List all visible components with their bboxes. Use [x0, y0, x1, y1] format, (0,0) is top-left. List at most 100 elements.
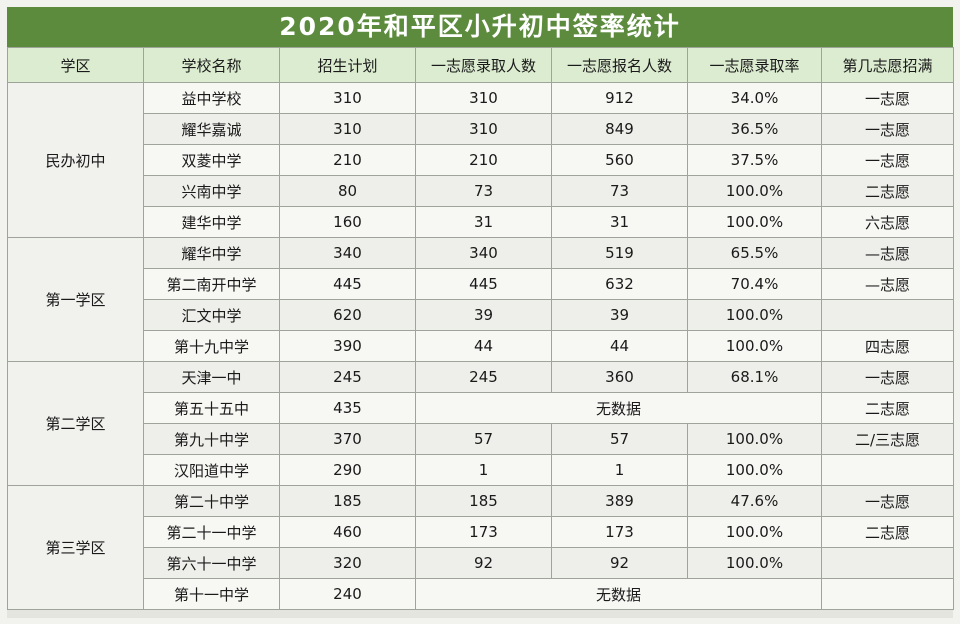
- header-filled-at-choice: 第几志愿招满: [821, 47, 954, 83]
- filled-at-choice-cell: 一志愿: [821, 361, 954, 393]
- admitted-count-cell: 210: [415, 144, 552, 176]
- enrollment-plan-cell: 620: [279, 299, 416, 331]
- enrollment-plan-cell: 160: [279, 206, 416, 238]
- admission-rate-cell: 37.5%: [687, 144, 822, 176]
- admission-rate-cell: 34.0%: [687, 82, 822, 114]
- school-name-cell: 天津一中: [143, 361, 280, 393]
- table-row: 第二南开中学 445 445 632 70.4% —志愿: [8, 268, 954, 300]
- admitted-count-cell: 185: [415, 485, 552, 517]
- school-name-cell: 兴南中学: [143, 175, 280, 207]
- admitted-count-cell: 57: [415, 423, 552, 455]
- applied-count-cell: 57: [551, 423, 688, 455]
- enrollment-plan-cell: 445: [279, 268, 416, 300]
- school-name-cell: 汇文中学: [143, 299, 280, 331]
- filled-at-choice-cell: 一志愿: [821, 485, 954, 517]
- filled-at-choice-cell: —志愿: [821, 268, 954, 300]
- table-row: 耀华嘉诚 310 310 849 36.5% 一志愿: [8, 113, 954, 145]
- admitted-count-cell: 310: [415, 113, 552, 145]
- school-name-cell: 第九十中学: [143, 423, 280, 455]
- admission-rate-cell: 65.5%: [687, 237, 822, 269]
- district-cell: 第一学区: [7, 237, 144, 362]
- school-name-cell: 第十九中学: [143, 330, 280, 362]
- admitted-count-cell: 39: [415, 299, 552, 331]
- admission-rate-cell: 100.0%: [687, 423, 822, 455]
- filled-at-choice-cell: 四志愿: [821, 330, 954, 362]
- enrollment-plan-cell: 290: [279, 454, 416, 486]
- admitted-count-cell: 173: [415, 516, 552, 548]
- applied-count-cell: 912: [551, 82, 688, 114]
- applied-count-cell: 31: [551, 206, 688, 238]
- school-name-cell: 双菱中学: [143, 144, 280, 176]
- filled-at-choice-cell: [821, 578, 954, 610]
- filled-at-choice-cell: 一志愿: [821, 144, 954, 176]
- admitted-count-cell: 445: [415, 268, 552, 300]
- filled-at-choice-cell: [821, 299, 954, 331]
- filled-at-choice-cell: [821, 547, 954, 579]
- district-cell: 第三学区: [7, 485, 144, 610]
- table-row: 第六十一中学 320 92 92 100.0%: [8, 547, 954, 579]
- header-school-name: 学校名称: [143, 47, 280, 83]
- enrollment-plan-cell: 240: [279, 578, 416, 610]
- admitted-count-cell: 44: [415, 330, 552, 362]
- table-row: 双菱中学 210 210 560 37.5% 一志愿: [8, 144, 954, 176]
- applied-count-cell: 92: [551, 547, 688, 579]
- applied-count-cell: 39: [551, 299, 688, 331]
- admitted-count-cell: 310: [415, 82, 552, 114]
- filled-at-choice-cell: 二志愿: [821, 516, 954, 548]
- school-name-cell: 第二十中学: [143, 485, 280, 517]
- table-row: 汇文中学 620 39 39 100.0%: [8, 299, 954, 331]
- district-cell: 民办初中: [7, 82, 144, 238]
- admission-rate-cell: 70.4%: [687, 268, 822, 300]
- header-row: 学区 学校名称 招生计划 一志愿录取人数 一志愿报名人数 一志愿录取率 第几志愿…: [7, 47, 954, 83]
- header-first-choice-rate: 一志愿录取率: [687, 47, 822, 83]
- table-row: 兴南中学 80 73 73 100.0% 二志愿: [8, 175, 954, 207]
- enrollment-plan-cell: 370: [279, 423, 416, 455]
- admitted-count-cell: 1: [415, 454, 552, 486]
- enrollment-plan-cell: 185: [279, 485, 416, 517]
- filled-at-choice-cell: 二志愿: [821, 175, 954, 207]
- school-name-cell: 耀华嘉诚: [143, 113, 280, 145]
- admission-rate-cell: 68.1%: [687, 361, 822, 393]
- table-row: 建华中学 160 31 31 100.0% 六志愿: [8, 206, 954, 238]
- table-row: 汉阳道中学 290 1 1 100.0%: [8, 454, 954, 486]
- table-row: 第三学区 第二十中学 185 185 389 47.6% 一志愿: [7, 485, 954, 610]
- admission-rate-cell: 100.0%: [687, 516, 822, 548]
- filled-at-choice-cell: 二/三志愿: [821, 423, 954, 455]
- admission-rate-cell: 36.5%: [687, 113, 822, 145]
- applied-count-cell: 849: [551, 113, 688, 145]
- school-name-cell: 第五十五中: [143, 392, 280, 424]
- school-name-cell: 汉阳道中学: [143, 454, 280, 486]
- school-name-cell: 耀华中学: [143, 237, 280, 269]
- table-row: 第二十一中学 460 173 173 100.0% 二志愿: [8, 516, 954, 548]
- admission-stats-table: 学区 学校名称 招生计划 一志愿录取人数 一志愿报名人数 一志愿录取率 第几志愿…: [7, 47, 954, 610]
- admission-rate-cell: 47.6%: [687, 485, 822, 517]
- school-name-cell: 益中学校: [143, 82, 280, 114]
- enrollment-plan-cell: 245: [279, 361, 416, 393]
- applied-count-cell: 389: [551, 485, 688, 517]
- table-row: 第十九中学 390 44 44 100.0% 四志愿: [8, 330, 954, 362]
- admission-rate-cell: 100.0%: [687, 175, 822, 207]
- admission-rate-cell: 100.0%: [687, 330, 822, 362]
- admitted-count-cell: 73: [415, 175, 552, 207]
- admission-rate-cell: 100.0%: [687, 299, 822, 331]
- enrollment-plan-cell: 460: [279, 516, 416, 548]
- table-row: 第五十五中 435 无数据 二志愿: [8, 392, 954, 424]
- stats-table-container: 2020年和平区小升初中签率统计 学区 学校名称 招生计划 一志愿录取人数 一志…: [7, 7, 954, 618]
- school-name-cell: 第十一中学: [143, 578, 280, 610]
- table-row: 第九十中学 370 57 57 100.0% 二/三志愿: [8, 423, 954, 455]
- admitted-count-cell: 245: [415, 361, 552, 393]
- filled-at-choice-cell: 一志愿: [821, 113, 954, 145]
- school-name-cell: 第六十一中学: [143, 547, 280, 579]
- filled-at-choice-cell: 六志愿: [821, 206, 954, 238]
- enrollment-plan-cell: 310: [279, 82, 416, 114]
- enrollment-plan-cell: 80: [279, 175, 416, 207]
- table-row: 第一学区 耀华中学 340 340 519 65.5% —志愿: [7, 237, 954, 362]
- school-name-cell: 第二南开中学: [143, 268, 280, 300]
- enrollment-plan-cell: 390: [279, 330, 416, 362]
- table-row: 第十一中学 240 无数据: [8, 578, 954, 610]
- filled-at-choice-cell: 二志愿: [821, 392, 954, 424]
- district-cell: 第二学区: [7, 361, 144, 486]
- enrollment-plan-cell: 340: [279, 237, 416, 269]
- enrollment-plan-cell: 310: [279, 113, 416, 145]
- applied-count-cell: 360: [551, 361, 688, 393]
